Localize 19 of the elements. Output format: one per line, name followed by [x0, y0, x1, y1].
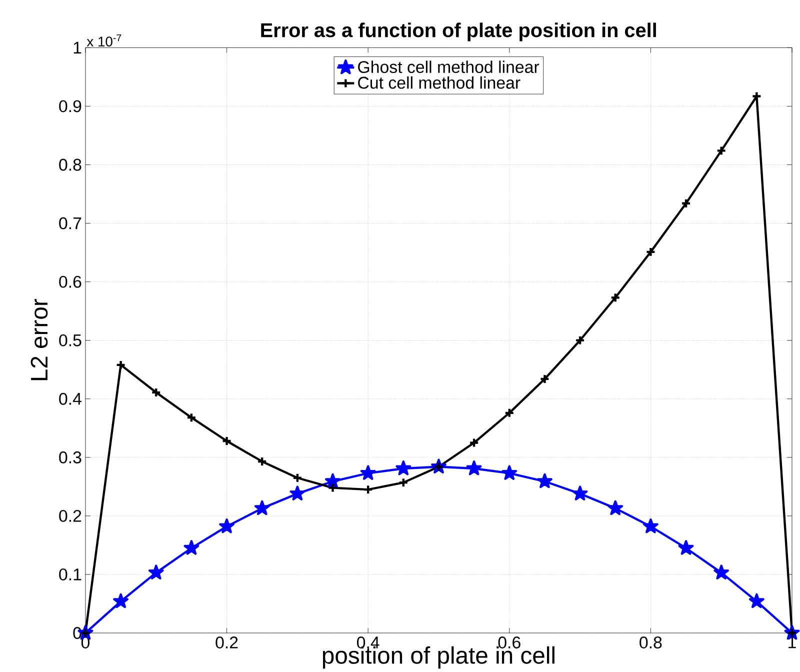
y-tick-label: 0.6: [59, 276, 82, 288]
y-tick-label: 0.2: [59, 510, 82, 522]
legend-label: Ghost cell method linear: [358, 60, 540, 74]
legend-label: Cut cell method linear: [358, 76, 520, 89]
y-axis-title: L2 error: [30, 299, 48, 380]
x-tick-label: 0.6: [498, 636, 520, 649]
y-tick-label: 0.8: [59, 158, 82, 171]
y-tick-label: 0.4: [59, 392, 82, 405]
y-tick-label: 0.5: [59, 334, 82, 346]
x-tick-label: 0.4: [356, 636, 380, 649]
text: x 10$^{-7}$: [86, 34, 122, 47]
chart-title: Error as a function of plate position in cell: [261, 22, 656, 42]
y-tick-label: 1: [74, 42, 82, 54]
x-tick-label: 0.2: [216, 636, 238, 649]
y-tick-label: 0.9: [59, 100, 82, 112]
x-tick-label: 0.8: [640, 636, 662, 649]
y-tick-label: 0.7: [59, 217, 82, 230]
y-tick-label: 0.3: [59, 451, 82, 464]
y-tick-label: 0.1: [59, 568, 82, 581]
